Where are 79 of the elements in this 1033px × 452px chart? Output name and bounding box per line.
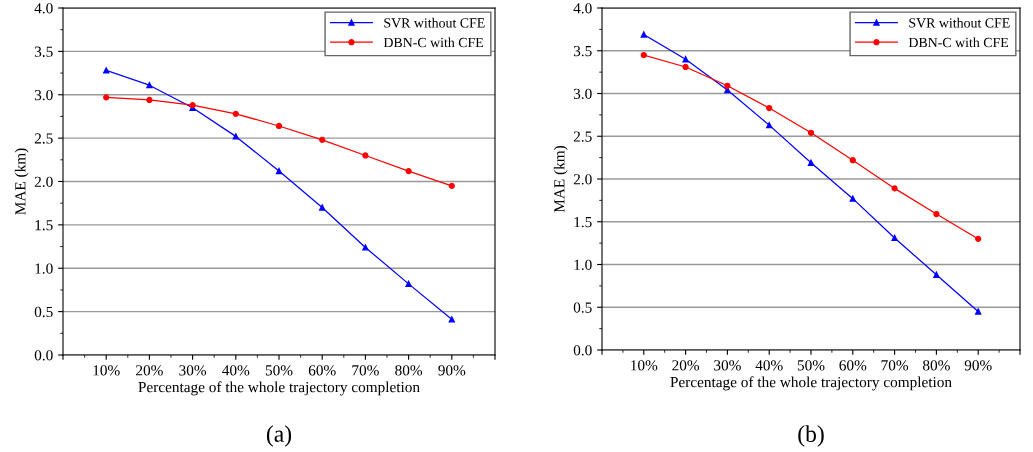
point [232,110,239,117]
y-tick-label: 2.0 [573,174,592,185]
x-tick-label: 10% [631,360,658,371]
point [319,136,326,143]
x-tick-label: 40% [222,365,250,376]
y-tick-label: 3.5 [34,46,53,57]
y-tick-label: 0.5 [573,302,592,313]
point [275,122,283,130]
point [891,185,898,192]
point [933,210,940,218]
x-tick-label: 20% [136,365,163,376]
x-tick-label: 60% [839,360,867,371]
y-axis-title: MAE (km) [14,148,29,215]
x-axis-title: Percentage of the whole trajectory completion [670,376,952,391]
x-tick-label: 10% [93,365,120,376]
x-tick-label: 80% [395,365,423,376]
point [362,152,369,159]
point [807,159,815,166]
y-tick-label: 0.5 [34,306,53,318]
x-tick-label: 30% [179,365,207,376]
x-tick-label: 90% [438,365,466,376]
point [640,31,647,38]
point [682,56,689,63]
y-tick-label: 1.0 [35,263,53,274]
point [766,104,773,112]
point [146,96,153,104]
y-tick-label: 4.0 [34,3,53,14]
y-tick-label: 0.0 [34,350,53,361]
y-axis-title: MAE (km) [553,145,568,213]
x-tick-label: 50% [265,365,293,376]
point [146,82,153,89]
point [232,133,239,140]
x-tick-label: 50% [797,360,825,371]
point [448,182,455,189]
y-tick-label: 0.0 [573,345,592,356]
legend-label: SVR without CFE [909,17,1010,28]
text: (b) [798,425,824,447]
point [766,122,773,129]
legend-label: DBN-C with CFE [383,37,484,48]
x-tick-label: 70% [352,365,379,376]
point [103,94,110,101]
point [807,129,815,136]
x-tick-label: 60% [308,365,336,376]
x-tick-label: 20% [672,360,700,371]
point [849,195,856,202]
legend-label: SVR without CFE [384,17,485,28]
point [640,51,647,59]
x-tick-label: 40% [755,360,783,371]
x-tick-label: 90% [964,360,992,371]
point [975,308,982,315]
point [975,235,982,242]
point [275,167,283,175]
point [724,82,731,89]
y-tick-label: 3.0 [573,88,592,100]
point [933,271,940,278]
point [362,244,369,251]
y-tick-label: 3.0 [34,89,53,101]
point [405,167,412,175]
y-tick-label: 1.5 [574,216,592,228]
x-tick-label: 70% [881,360,909,371]
point [849,157,856,164]
point [891,234,898,242]
x-tick-label: 30% [714,360,741,371]
point [319,204,326,211]
text: (a) [266,425,292,447]
y-tick-label: 2.5 [34,133,53,144]
y-tick-label: 2.5 [573,131,592,142]
y-tick-label: 1.0 [574,259,592,271]
x-axis-title: Percentage of the whole trajectory completion [138,381,420,396]
legend-label: DBN-C with CFE [908,37,1009,48]
y-tick-label: 3.5 [573,45,592,57]
y-tick-label: 1.5 [35,220,53,231]
x-tick-label: 80% [922,360,950,371]
point [405,280,412,287]
point [448,316,455,323]
y-tick-label: 2.0 [34,176,53,188]
y-tick-label: 4.0 [573,3,592,14]
point [103,67,110,74]
point [682,63,689,71]
